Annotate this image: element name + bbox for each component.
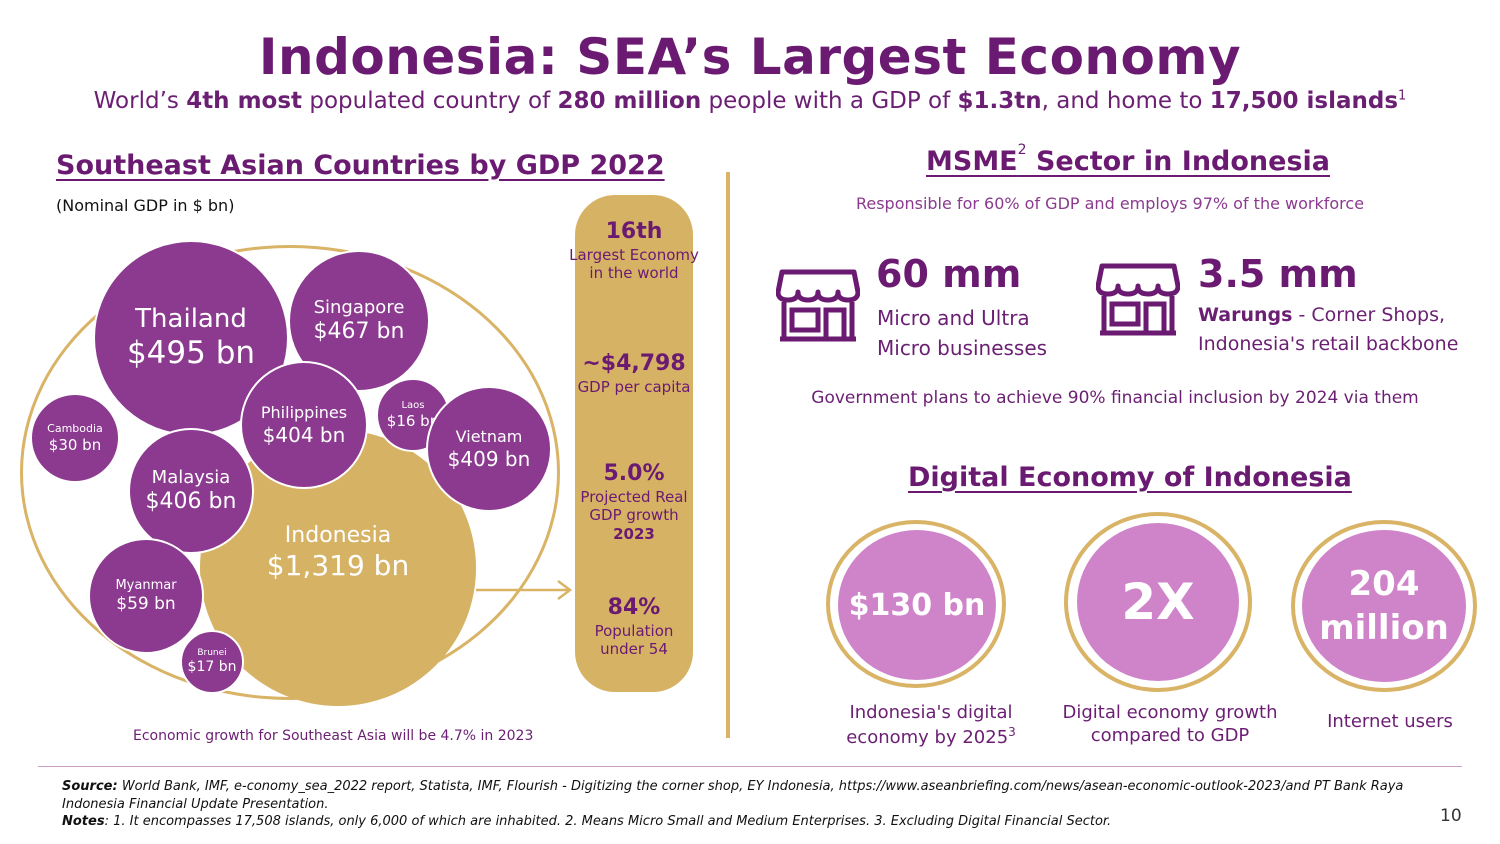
country-value: $406 bn (145, 488, 237, 514)
country-value: $409 bn (447, 446, 531, 471)
country-name: Vietnam (455, 427, 523, 447)
gdp-unit-note: (Nominal GDP in $ bn) (56, 196, 235, 215)
digital-section-heading: Digital Economy of Indonesia (908, 462, 1352, 493)
bubble-philippines: Philippines $404 bn (240, 361, 368, 489)
country-name: Singapore (313, 297, 405, 318)
bubble-cambodia: Cambodia $30 bn (30, 393, 120, 483)
country-value: $17 bn (187, 659, 237, 675)
stat-population: 84% Population under 54 (594, 595, 674, 659)
country-value: $1,319 bn (266, 549, 410, 583)
gov-inclusion-note: Government plans to achieve 90% financia… (811, 388, 1419, 408)
indonesia-stats-panel (575, 195, 693, 692)
page-title: Indonesia: SEA’s Largest Economy (258, 28, 1242, 86)
shop-icon (776, 269, 860, 342)
country-value: $59 bn (116, 593, 176, 614)
stat-rank: 16th Largest Economy in the world (569, 219, 699, 283)
country-value: $404 bn (262, 422, 346, 447)
stat-gdp-growth: 5.0% Projected Real GDP growth 2023 (580, 461, 688, 543)
country-name: Myanmar (115, 578, 177, 593)
shop-icon (1096, 263, 1180, 336)
internet-users-caption: Internet users (1327, 711, 1453, 732)
internet-users-circle: 204 million (1302, 530, 1466, 682)
country-name: Cambodia (47, 422, 103, 436)
footer-divider (38, 766, 1462, 767)
country-name: Philippines (260, 403, 348, 423)
warung-label: Warungs - Corner Shops, Indonesia's reta… (1198, 304, 1459, 355)
digital-growth-circle: 2X (1077, 523, 1239, 681)
country-value: $467 bn (313, 318, 405, 344)
footer-notes: Notes: 1. It encompasses 17,508 islands,… (62, 814, 1112, 829)
page-number: 10 (1440, 806, 1462, 826)
digital-growth-caption: Digital economy growth compared to GDP (1062, 702, 1278, 746)
page-subtitle: World’s 4th most populated country of 28… (93, 88, 1407, 114)
country-value: $16 bn (386, 412, 440, 430)
arrow-icon (476, 580, 573, 600)
msme-micro-label: Micro and Ultra Micro businesses (877, 306, 1048, 360)
country-value: $495 bn (126, 335, 256, 371)
stat-gdp-per-capita: ~$4,798 GDP per capita (577, 351, 691, 396)
footnote-ref: 1 (1398, 88, 1407, 104)
bubble-vietnam: Vietnam $409 bn (426, 386, 552, 512)
msme-section-heading: MSME2 Sector in Indonesia (926, 142, 1330, 177)
warung-count: 3.5 mm (1198, 252, 1358, 296)
digital-size-circle: $130 bn (838, 530, 996, 680)
country-name: Malaysia (151, 467, 231, 488)
bubble-myanmar: Myanmar $59 bn (88, 538, 204, 654)
country-name: Thailand (135, 303, 247, 334)
gdp-section-heading: Southeast Asian Countries by GDP 2022 (56, 150, 665, 181)
bubble-malaysia: Malaysia $406 bn (128, 428, 254, 554)
digital-size-caption: Indonesia's digital economy by 20253 (846, 702, 1016, 748)
section-divider (726, 172, 730, 738)
country-name: Indonesia (284, 523, 392, 548)
bubble-brunei: Brunei $17 bn (180, 630, 244, 694)
footer-source: Source: World Bank, IMF, e-conomy_sea_20… (62, 779, 1404, 812)
sea-growth-note: Economic growth for Southeast Asia will … (133, 728, 534, 744)
country-name: Brunei (197, 648, 227, 659)
footnote-ref: 2 (1017, 142, 1027, 158)
sea-region-outline (20, 245, 560, 700)
country-value: $30 bn (48, 435, 102, 454)
msme-micro-count: 60 mm (876, 252, 1022, 296)
country-name: Laos (401, 400, 425, 411)
footnote-ref: 3 (1008, 724, 1016, 739)
msme-subtitle: Responsible for 60% of GDP and employs 9… (855, 194, 1365, 213)
